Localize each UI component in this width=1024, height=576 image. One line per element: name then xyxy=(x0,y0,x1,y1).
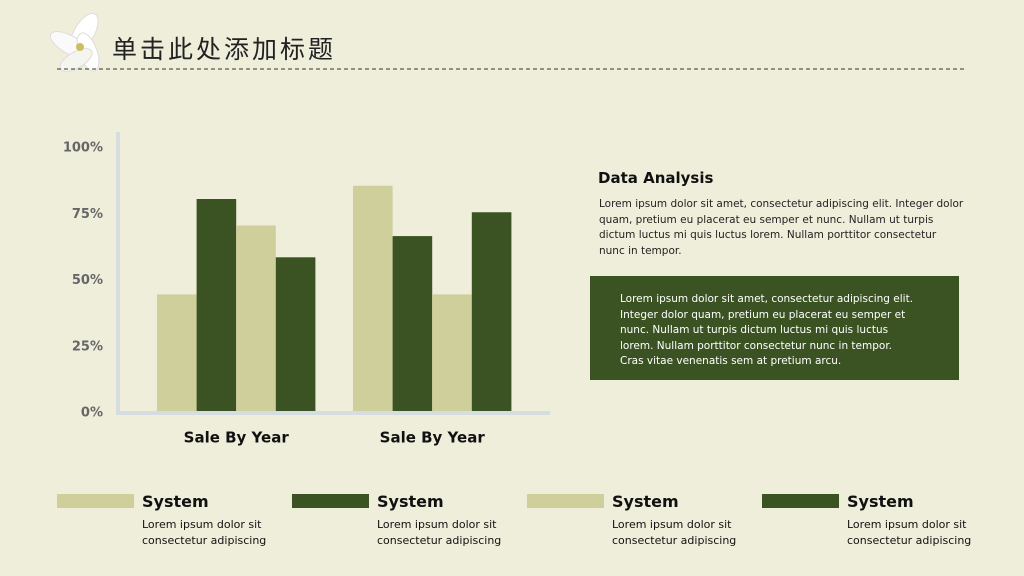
x-tick-label: Sale By Year xyxy=(184,429,290,447)
legend-note: Lorem ipsum dolor sit consectetur adipis… xyxy=(142,518,267,547)
legend-note: Lorem ipsum dolor sit consectetur adipis… xyxy=(377,518,502,547)
bar xyxy=(353,185,393,411)
bar xyxy=(236,225,276,411)
legend-label: System xyxy=(377,492,444,511)
bar xyxy=(275,257,316,411)
bar xyxy=(157,294,197,411)
y-tick-label: 100% xyxy=(63,141,103,156)
box-text: Lorem ipsum dolor sit amet, consectetur … xyxy=(620,293,914,367)
legend-label: System xyxy=(612,492,679,511)
bar xyxy=(471,212,512,411)
y-tick-label: 25% xyxy=(72,339,103,354)
slide-title: 单击此处添加标题 xyxy=(112,35,337,64)
x-tick-label: Sale By Year xyxy=(380,429,486,447)
legend-swatch xyxy=(762,494,839,508)
legend-note: Lorem ipsum dolor sit consectetur adipis… xyxy=(612,518,737,547)
bar xyxy=(432,294,472,411)
legend-note: Lorem ipsum dolor sit consectetur adipis… xyxy=(847,518,972,547)
legend-swatch xyxy=(292,494,369,508)
text-box xyxy=(590,276,959,380)
legend-swatch xyxy=(57,494,134,508)
y-tick-label: 50% xyxy=(72,273,103,288)
flower-icon xyxy=(49,12,100,72)
y-tick-label: 75% xyxy=(72,207,103,222)
bar xyxy=(196,199,237,411)
analysis-heading: Data Analysis xyxy=(598,169,714,187)
y-tick-label: 0% xyxy=(81,406,103,421)
legend-label: System xyxy=(847,492,914,511)
legend-swatch xyxy=(527,494,604,508)
bar xyxy=(392,236,433,411)
legend-label: System xyxy=(142,492,209,511)
analysis-text: Lorem ipsum dolor sit amet, consectetur … xyxy=(599,198,964,257)
